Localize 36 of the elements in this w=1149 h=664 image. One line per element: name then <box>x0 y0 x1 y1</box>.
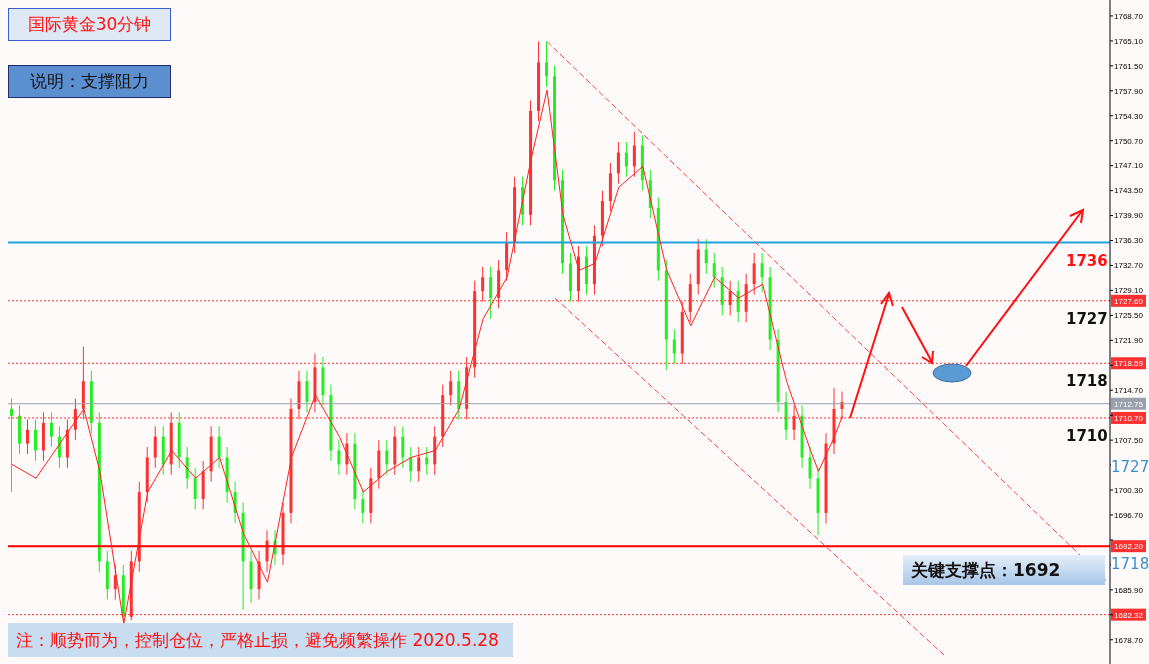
y-tick-label: 1743.50 <box>1114 186 1144 196</box>
y-tick-label: 1714.70 <box>1114 386 1144 396</box>
y-tick-label: 1768.70 <box>1114 11 1144 21</box>
y-tick-label: 1725.50 <box>1114 311 1144 321</box>
y-tick-label: 1685.90 <box>1114 585 1144 595</box>
annotation: 1736 <box>1066 251 1108 270</box>
ref-line-label: 1718.59 <box>1114 359 1144 369</box>
y-tick-label: 1729.10 <box>1114 286 1144 296</box>
annotation: 1718 <box>1066 372 1108 391</box>
y-tick-label: 1765.10 <box>1114 36 1144 46</box>
annotation: 1727 <box>1066 309 1108 328</box>
y-tick-label: 1700.30 <box>1114 485 1144 495</box>
annotation: 关键支撑点：1692 <box>903 555 1105 585</box>
y-tick-label: 1721.90 <box>1114 336 1144 346</box>
annotation: 1710 <box>1066 426 1108 445</box>
y-tick-label: 1696.70 <box>1114 510 1144 520</box>
y-tick-label: 1747.10 <box>1114 161 1144 171</box>
y-tick-label: 1757.90 <box>1114 86 1144 96</box>
text: 国际黄金30分钟 <box>8 8 171 41</box>
y-tick-label: 1732.70 <box>1114 261 1144 271</box>
y-tick-label: 1761.50 <box>1114 61 1144 71</box>
text: 1718 <box>1111 555 1149 573</box>
y-tick-label: 1678.70 <box>1114 635 1144 645</box>
y-tick-label: 1707.50 <box>1114 435 1144 445</box>
ref-line-label: 1710.70 <box>1114 413 1144 423</box>
y-tick-label: 1736.30 <box>1114 236 1144 246</box>
text: 说明：支撑阻力 <box>8 65 171 98</box>
ref-line-label: 1712.75 <box>1114 399 1144 409</box>
annotation: 注：顺势而为，控制仓位，严格止损，避免频繁操作 2020.5.28 <box>8 623 513 657</box>
y-tick-label: 1739.90 <box>1114 211 1144 221</box>
ref-line-label: 1692.20 <box>1114 542 1144 552</box>
y-tick-label: 1754.30 <box>1114 111 1144 121</box>
ref-line-label: 1682.32 <box>1114 610 1144 620</box>
ref-line-label: 1727.60 <box>1114 296 1144 306</box>
y-tick-label: 1750.70 <box>1114 136 1144 146</box>
text: 1727 <box>1111 458 1149 476</box>
